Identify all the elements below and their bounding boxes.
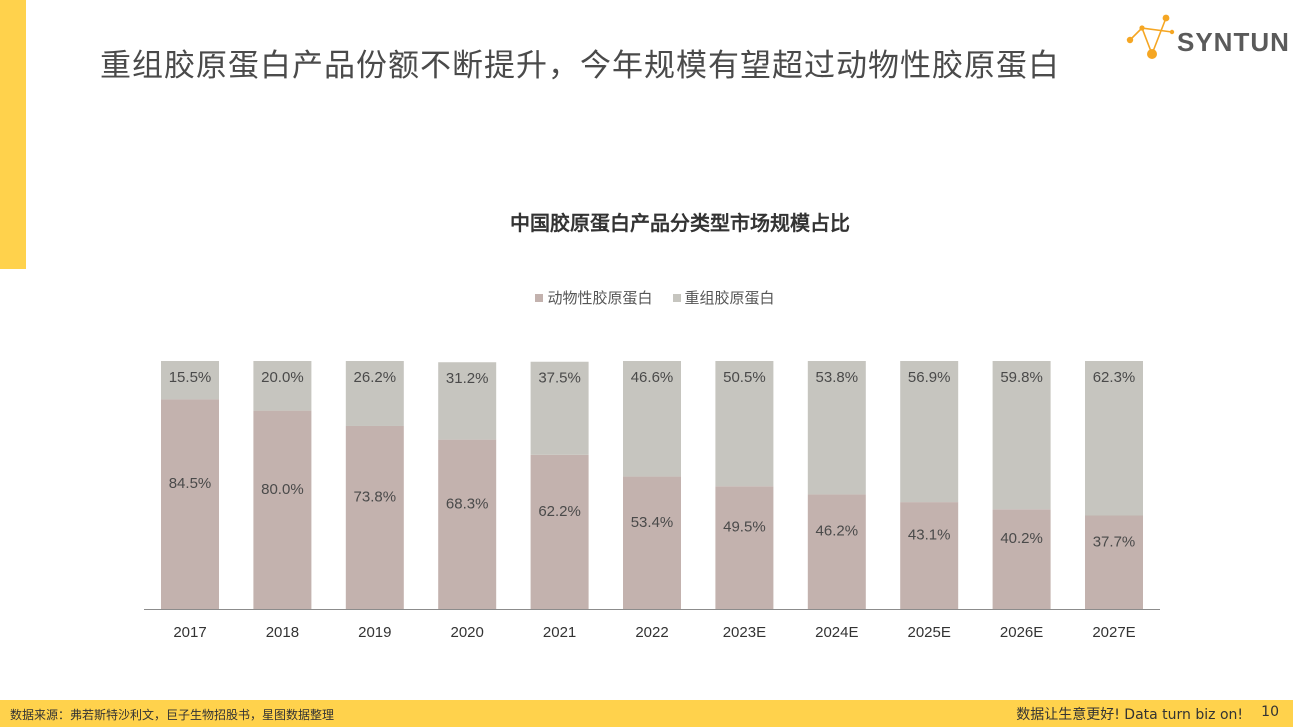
data-label-recombinant-2017: 15.5% bbox=[169, 369, 212, 386]
bar-animal-2021 bbox=[530, 454, 589, 609]
bar-animal-2025E bbox=[900, 502, 959, 609]
data-label-recombinant-2021: 37.5% bbox=[538, 370, 581, 387]
data-label-animal-2019: 73.8% bbox=[354, 488, 397, 505]
bar-recombinant-2021 bbox=[530, 361, 589, 455]
data-label-recombinant-2023E: 50.5% bbox=[723, 369, 766, 386]
legend-label-recombinant: 重组胶原蛋白 bbox=[684, 289, 775, 307]
data-label-animal-2020: 68.3% bbox=[446, 495, 489, 512]
syntun-logo-icon bbox=[1126, 14, 1175, 59]
legend-item-recombinant: 重组胶原蛋白 bbox=[672, 287, 775, 308]
footer-slogan: 数据让生意更好! Data turn biz on! bbox=[1016, 707, 1243, 723]
data-label-recombinant-2026E: 59.8% bbox=[1000, 369, 1043, 386]
data-label-animal-2024E: 46.2% bbox=[816, 523, 859, 540]
bar-animal-2022 bbox=[623, 476, 681, 609]
bar-animal-2026E bbox=[992, 509, 1051, 609]
bar-recombinant-2025E bbox=[900, 361, 959, 503]
bar-animal-2027E bbox=[1085, 515, 1143, 609]
page-number: 10 bbox=[1261, 704, 1279, 720]
data-label-recombinant-2025E: 56.9% bbox=[908, 369, 951, 386]
logo-text: SYNTUN bbox=[1177, 27, 1290, 57]
bar-animal-2018 bbox=[253, 410, 312, 609]
bar-recombinant-2024E bbox=[807, 361, 866, 495]
data-label-animal-2023E: 49.5% bbox=[723, 519, 766, 536]
bar-animal-2024E bbox=[807, 494, 866, 609]
x-tick-label-2025E: 2025E bbox=[908, 624, 951, 641]
legend-swatch-animal bbox=[535, 293, 544, 302]
x-tick-label-2023E: 2023E bbox=[723, 624, 766, 641]
x-tick-label-2024E: 2024E bbox=[815, 624, 858, 641]
data-label-animal-2026E: 40.2% bbox=[1000, 530, 1043, 547]
x-tick-label-2018: 2018 bbox=[266, 624, 299, 641]
data-label-recombinant-2018: 20.0% bbox=[261, 369, 304, 386]
page-title: 重组胶原蛋白产品份额不断提升，今年规模有望超过动物性胶原蛋白 bbox=[100, 48, 1060, 84]
data-label-recombinant-2022: 46.6% bbox=[631, 369, 674, 386]
x-tick-label-2027E: 2027E bbox=[1092, 624, 1135, 641]
bar-animal-2017 bbox=[161, 399, 219, 609]
data-label-animal-2018: 80.0% bbox=[261, 481, 304, 498]
bar-recombinant-2017 bbox=[161, 361, 219, 400]
data-label-animal-2021: 62.2% bbox=[538, 503, 581, 520]
x-tick-label-2019: 2019 bbox=[358, 624, 391, 641]
bar-recombinant-2027E bbox=[1085, 361, 1143, 516]
bar-recombinant-2020 bbox=[438, 362, 497, 440]
bar-recombinant-2023E bbox=[715, 361, 774, 487]
bar-recombinant-2018 bbox=[253, 361, 312, 411]
x-tick-label-2021: 2021 bbox=[543, 624, 576, 641]
chart-title: 中国胶原蛋白产品分类型市场规模占比 bbox=[510, 211, 850, 235]
x-tick-label-2020: 2020 bbox=[451, 624, 484, 641]
legend-swatch-recombinant bbox=[672, 293, 681, 302]
x-tick-label-2017: 2017 bbox=[173, 624, 206, 641]
data-label-animal-2022: 53.4% bbox=[631, 514, 674, 531]
chart-legend: 动物性胶原蛋白 重组胶原蛋白 bbox=[0, 287, 1293, 308]
bar-animal-2023E bbox=[715, 486, 774, 609]
legend-item-animal: 动物性胶原蛋白 bbox=[535, 287, 653, 308]
legend-label-animal: 动物性胶原蛋白 bbox=[547, 289, 653, 307]
data-label-recombinant-2020: 31.2% bbox=[446, 370, 489, 387]
data-label-animal-2017: 84.5% bbox=[169, 475, 212, 492]
data-label-recombinant-2027E: 62.3% bbox=[1093, 369, 1136, 386]
data-source-text: 数据来源：弗若斯特沙利文，巨子生物招股书，星图数据整理 bbox=[10, 708, 335, 722]
x-tick-label-2022: 2022 bbox=[635, 624, 668, 641]
data-label-animal-2025E: 43.1% bbox=[908, 527, 951, 544]
accent-bar bbox=[0, 0, 26, 269]
bar-recombinant-2022 bbox=[623, 361, 681, 477]
footer-bar: 数据来源：弗若斯特沙利文，巨子生物招股书，星图数据整理 数据让生意更好! Dat… bbox=[0, 700, 1293, 727]
data-label-recombinant-2024E: 53.8% bbox=[816, 369, 859, 386]
bar-recombinant-2026E bbox=[992, 361, 1051, 510]
x-tick-label-2026E: 2026E bbox=[1000, 624, 1043, 641]
bar-recombinant-2019 bbox=[345, 361, 404, 426]
data-label-recombinant-2019: 26.2% bbox=[354, 369, 397, 386]
data-label-animal-2027E: 37.7% bbox=[1093, 533, 1136, 550]
bar-animal-2019 bbox=[345, 425, 404, 609]
bar-animal-2020 bbox=[438, 439, 497, 609]
